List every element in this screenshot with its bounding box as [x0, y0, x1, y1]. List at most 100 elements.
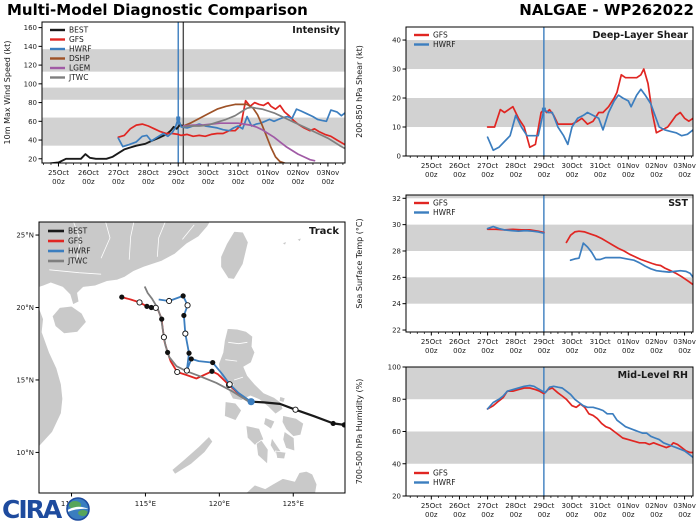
cira-logo-text: CIRA [2, 495, 63, 524]
svg-text:40: 40 [392, 37, 401, 45]
y-axis-title: 200-850 hPa Shear (kt) [355, 45, 364, 138]
panel-title: SST [668, 198, 688, 209]
y-axis-title: Sea Surface Temp (°C) [355, 218, 364, 308]
y-axis: 0 10 20 30 40 [392, 37, 406, 161]
svg-text:00z: 00z [622, 347, 635, 355]
svg-text:115°E: 115°E [135, 500, 156, 508]
svg-text:DSHP: DSHP [69, 54, 90, 63]
track-point-00z [119, 294, 125, 300]
svg-text:01Nov: 01Nov [257, 169, 280, 177]
series-marker [541, 107, 546, 112]
svg-text:00z: 00z [481, 171, 494, 179]
svg-text:29Oct: 29Oct [533, 338, 554, 346]
svg-text:26Oct: 26Oct [449, 502, 470, 510]
svg-text:02Nov: 02Nov [645, 502, 668, 510]
svg-text:29Oct: 29Oct [533, 162, 554, 170]
y-axis: 20 40 60 80 100 [388, 364, 406, 501]
svg-text:15°N: 15°N [16, 376, 34, 384]
series-marker [176, 116, 181, 121]
svg-text:25Oct: 25Oct [48, 169, 69, 177]
svg-text:00z: 00z [538, 511, 551, 519]
svg-text:00z: 00z [142, 178, 155, 186]
category-bands [406, 40, 693, 128]
track-point-12z [152, 304, 159, 311]
svg-text:03Nov: 03Nov [317, 169, 340, 177]
svg-text:03Nov: 03Nov [673, 162, 696, 170]
svg-text:20: 20 [392, 95, 401, 103]
svg-text:28Oct: 28Oct [505, 338, 526, 346]
svg-text:27Oct: 27Oct [477, 162, 498, 170]
svg-text:HWRF: HWRF [433, 40, 456, 49]
svg-text:HWRF: HWRF [69, 45, 92, 54]
svg-text:00z: 00z [232, 178, 245, 186]
track-point-12z [166, 297, 173, 305]
category-bands [406, 195, 693, 304]
y-axis: 22 24 26 28 30 32 [392, 195, 406, 335]
svg-text:00z: 00z [262, 178, 275, 186]
svg-text:JTWC: JTWC [68, 73, 88, 82]
series-lines [486, 384, 693, 459]
svg-text:00z: 00z [678, 171, 691, 179]
svg-text:120°E: 120°E [209, 500, 230, 508]
svg-text:BEST: BEST [68, 227, 88, 236]
track-point-12z [160, 334, 167, 341]
svg-text:160: 160 [24, 24, 37, 32]
svg-text:BEST: BEST [69, 26, 89, 35]
track-point-12z [174, 368, 181, 376]
track-point-00z [144, 303, 150, 309]
svg-text:00z: 00z [453, 511, 466, 519]
series-hwrf [569, 242, 693, 279]
svg-text:00z: 00z [202, 178, 215, 186]
svg-text:00z: 00z [453, 171, 466, 179]
svg-text:00z: 00z [622, 171, 635, 179]
svg-text:30: 30 [392, 221, 401, 229]
storm-title: NALGAE - WP262022 [519, 1, 694, 19]
svg-text:00z: 00z [509, 171, 522, 179]
svg-text:00z: 00z [425, 511, 438, 519]
x-axis: 25Oct00z26Oct00z27Oct00z28Oct00z29Oct00z… [43, 163, 344, 186]
svg-text:125°E: 125°E [283, 500, 304, 508]
svg-text:HWRF: HWRF [433, 208, 456, 217]
svg-text:03Nov: 03Nov [673, 338, 696, 346]
svg-text:00z: 00z [566, 347, 579, 355]
svg-text:28Oct: 28Oct [505, 162, 526, 170]
svg-text:30Oct: 30Oct [562, 502, 583, 510]
svg-text:02Nov: 02Nov [645, 338, 668, 346]
svg-text:00z: 00z [650, 347, 663, 355]
svg-text:25Oct: 25Oct [421, 502, 442, 510]
y-axis-title: 10m Max Wind Speed (kt) [3, 41, 12, 145]
svg-text:60: 60 [28, 118, 37, 126]
svg-text:0: 0 [397, 153, 401, 161]
svg-text:29Oct: 29Oct [533, 502, 554, 510]
y-axis: 20 40 60 80 100 120 140 160 [24, 24, 42, 163]
svg-text:00z: 00z [52, 178, 65, 186]
svg-text:00z: 00z [566, 171, 579, 179]
svg-text:00z: 00z [481, 347, 494, 355]
svg-text:20: 20 [28, 155, 37, 163]
svg-text:00z: 00z [322, 178, 335, 186]
page-title: Multi-Model Diagnostic Comparison [7, 1, 308, 19]
landmasses [39, 222, 318, 493]
svg-text:00z: 00z [425, 171, 438, 179]
track-point-00z [181, 312, 187, 319]
svg-text:30: 30 [392, 66, 401, 74]
panel-title: Intensity [292, 25, 340, 36]
svg-text:20°N: 20°N [16, 304, 34, 312]
svg-text:31Oct: 31Oct [590, 338, 611, 346]
track-point-12z [136, 299, 143, 306]
map-frame [38, 221, 346, 494]
y-axis-title: 700-500 hPa Humidity (%) [355, 379, 364, 485]
shear-panel: 25Oct00z26Oct00z27Oct00z28Oct00z29Oct00z… [355, 26, 696, 179]
series-gfs [486, 387, 693, 454]
svg-text:00z: 00z [566, 511, 579, 519]
svg-text:30Oct: 30Oct [198, 169, 219, 177]
panel-title: Deep-Layer Shear [593, 30, 689, 41]
svg-text:27Oct: 27Oct [477, 338, 498, 346]
svg-text:26Oct: 26Oct [449, 162, 470, 170]
svg-text:02Nov: 02Nov [287, 169, 310, 177]
svg-text:120: 120 [24, 62, 37, 70]
svg-text:00z: 00z [678, 347, 691, 355]
